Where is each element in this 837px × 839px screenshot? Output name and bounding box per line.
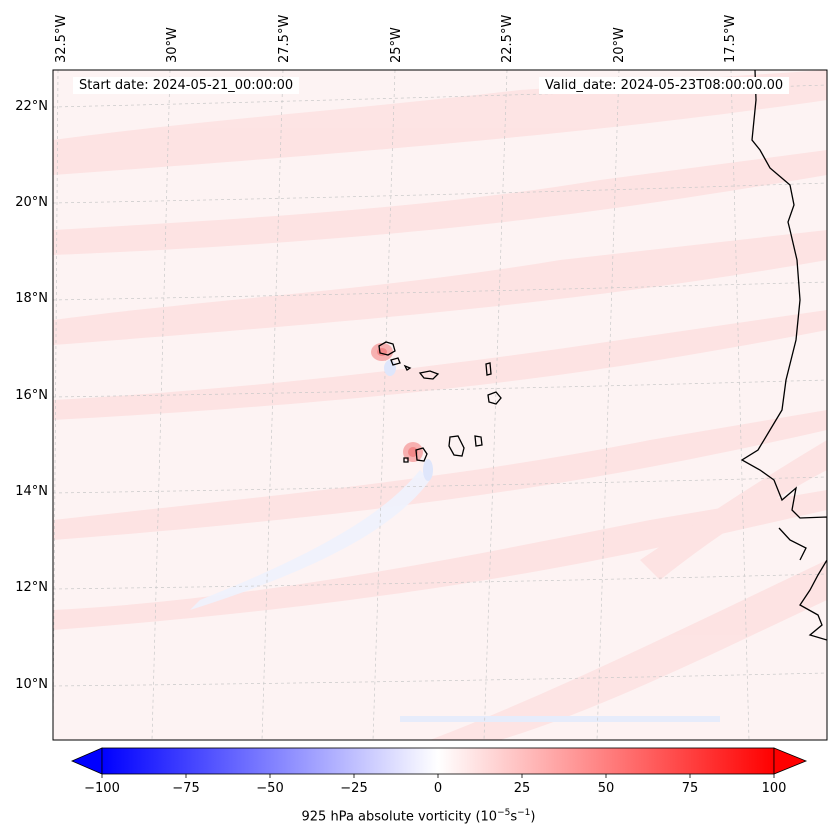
colorbar-tick: 75 xyxy=(681,781,699,796)
lat-tick: 18°N xyxy=(15,291,48,306)
lon-tick: 20°W xyxy=(612,27,627,63)
valid-date-label: Valid_date: 2024-05-23T08:00:00.00 xyxy=(539,77,790,94)
lon-tick: 30°W xyxy=(165,27,180,63)
lat-tick: 12°N xyxy=(15,580,48,595)
colorbar-tick: −75 xyxy=(172,781,200,796)
colorbar-tick: 0 xyxy=(433,781,443,796)
colorbar-low-extend xyxy=(70,747,103,775)
start-date-label: Start date: 2024-05-21_00:00:00 xyxy=(73,77,300,94)
colorbar-tick: −50 xyxy=(256,781,284,796)
vorticity-field xyxy=(53,70,827,740)
blue-band-south xyxy=(400,716,720,722)
colorbar-label: 925 hPa absolute vorticity (10−5s−1) xyxy=(301,808,536,825)
vort-min-fogo xyxy=(423,459,433,481)
lon-tick: 17.5°W xyxy=(723,14,738,63)
lon-tick: 22.5°W xyxy=(500,14,515,63)
lat-tick: 22°N xyxy=(15,99,48,114)
colorbar-tick: 50 xyxy=(597,781,615,796)
lat-tick: 20°N xyxy=(15,195,48,210)
lon-tick: 25°W xyxy=(389,27,404,63)
lon-tick: 27.5°W xyxy=(277,14,292,63)
colorbar-bar xyxy=(101,747,775,775)
graticule xyxy=(53,70,827,740)
colorbar-tick: −100 xyxy=(84,781,120,796)
colorbar-tick: −25 xyxy=(340,781,368,796)
colorbar-tick: 25 xyxy=(513,781,531,796)
lon-tick: 32.5°W xyxy=(54,14,69,63)
lat-tick: 16°N xyxy=(15,388,48,403)
cape-verde-islands xyxy=(378,341,502,463)
blue-streak xyxy=(190,470,430,610)
african-coastline xyxy=(740,70,827,641)
colorbar-high-extend xyxy=(773,747,808,775)
colorbar xyxy=(70,747,808,778)
lat-tick: 10°N xyxy=(15,677,48,692)
colorbar-tick: 100 xyxy=(761,781,787,796)
lat-tick: 14°N xyxy=(15,484,48,499)
vort-min-santo-antao xyxy=(384,360,396,376)
